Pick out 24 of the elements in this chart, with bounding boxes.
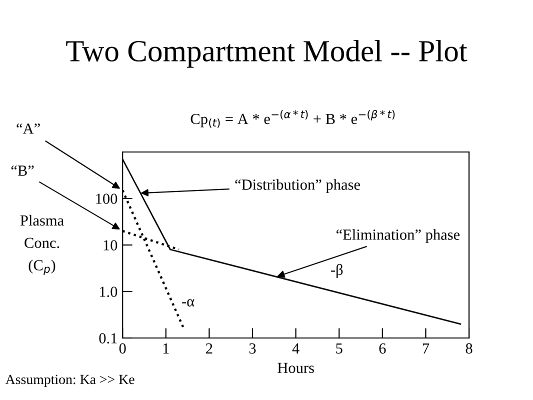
- annotation: “B”: [11, 165, 34, 176]
- x-tick-label: 1: [163, 343, 169, 354]
- annotation: -β: [331, 264, 343, 278]
- x-axis-title: Hours: [278, 362, 314, 374]
- text: Assumption: Ka >> Ke: [5, 374, 134, 387]
- chart-title: Two Compartment Model -- Plot: [66, 40, 468, 68]
- x-tick-label: 5: [336, 343, 342, 354]
- y-tick-label: 0.1: [99, 333, 117, 344]
- x-tick-label: 2: [206, 343, 212, 354]
- y-tick-label: 100: [96, 194, 118, 204]
- annotation: “A”: [16, 123, 40, 134]
- annotation: “Distribution” phase: [235, 179, 360, 193]
- y-tick-label: 1.0: [100, 286, 118, 298]
- x-tick-label: 8: [466, 343, 472, 354]
- annotation: -α: [182, 299, 194, 307]
- x-tick-label: 3: [249, 343, 256, 354]
- x-tick-label: 0: [119, 343, 126, 354]
- x-tick-label: 7: [422, 343, 430, 354]
- y-axis-title: Plasma Conc. (C$_{p}$): [20, 214, 64, 275]
- annotation: “Elimination” phase: [336, 229, 460, 243]
- x-tick-label: 4: [292, 343, 300, 354]
- x-tick-label: 6: [379, 343, 386, 354]
- chart-subtitle: Cp$_{(t)}$ = A * e$^{−(α*t)}$ + B * e$^{−(β*t)}$: [190, 110, 395, 128]
- y-tick-label: 10: [104, 240, 118, 250]
